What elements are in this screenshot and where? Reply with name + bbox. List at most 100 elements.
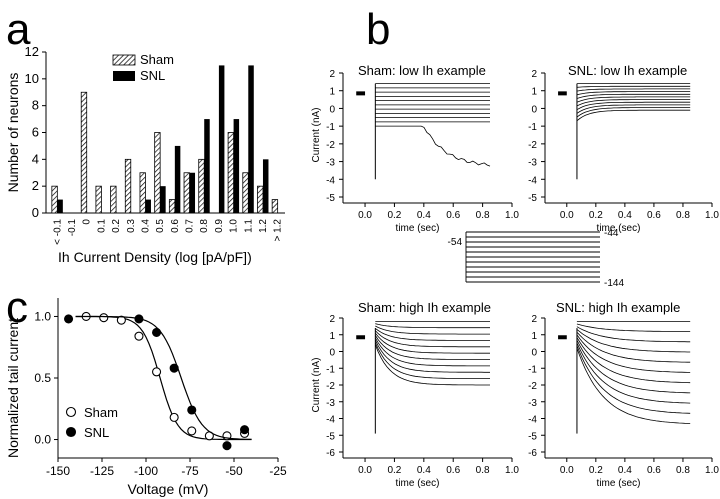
x-tick-label: 0.4 (417, 465, 431, 476)
bar-sham (51, 185, 58, 214)
panel-label-c: c (6, 283, 28, 332)
x-tick-label: 0.4 (618, 465, 632, 476)
legend-marker-sham (65, 406, 77, 418)
data-point-sham (152, 367, 162, 377)
x-tick-label: 1.2 (258, 219, 269, 233)
y-tick-label: -3 (528, 398, 537, 409)
x-tick-label: 0.8 (476, 465, 490, 476)
y-tick-label: 1.0 (34, 309, 51, 323)
current-trace (375, 330, 490, 348)
y-tick-label: 1 (531, 87, 537, 98)
legend-label-sham: Sham (84, 405, 118, 420)
x-tick-label: 0.8 (199, 219, 210, 233)
current-trace (576, 342, 691, 404)
x-tick-label: 0.7 (185, 219, 196, 233)
x-tick-label: 0 (82, 219, 93, 225)
y-tick-label: 0 (329, 348, 335, 359)
current-trace (576, 347, 691, 424)
y-tick-label: -4 (528, 175, 537, 186)
current-trace (576, 88, 691, 92)
x-tick-label: 0.0 (358, 465, 372, 476)
fit-curve-snl (75, 315, 252, 440)
x-tick-label: 0.2 (111, 219, 122, 233)
bar-snl (218, 65, 225, 214)
y-axis-label: Number of neurons (5, 73, 21, 193)
y-tick-label: 0 (329, 104, 335, 115)
trace-subplot-3: 2 1 0 -1 -2 -3 -4 -5 -6 0.0 0.2 0.4 0.6 0.8 1.0 Sham: h… (311, 300, 519, 489)
current-trace (374, 339, 490, 373)
protocol-holding-label: -54 (448, 237, 463, 248)
legend-label-snl: SNL (84, 425, 109, 440)
x-tick-label: 0.1 (96, 219, 107, 233)
y-tick-label: -2 (528, 381, 537, 392)
current-trace (375, 325, 490, 335)
bar-sham (95, 185, 102, 214)
y-tick-label: 2 (531, 69, 537, 80)
data-point-snl (240, 425, 250, 435)
current-trace (576, 345, 691, 414)
x-tick-label: -0.1 (67, 219, 78, 237)
current-trace (576, 109, 691, 122)
x-tick-label: 0.8 (476, 210, 490, 221)
data-point-snl (222, 441, 232, 451)
y-tick-label: -4 (528, 415, 537, 426)
current-traces-panel: 2 1 0 -1 -2 -3 -4 -5 0.0 0.2 0.4 0.6 0.8 1.0 Sham: low… (311, 63, 719, 489)
y-tick-label: 0 (531, 348, 537, 359)
data-point-snl (64, 314, 74, 324)
bar-sham (198, 158, 205, 214)
legend-marker-snl (65, 426, 77, 438)
holding-marker (356, 335, 366, 340)
subplot-title: SNL: low Ih example (568, 63, 687, 78)
x-tick-label: 0.6 (170, 219, 181, 233)
current-trace (576, 107, 691, 118)
bar-sham (242, 172, 249, 214)
y-tick-label: 1 (329, 331, 335, 342)
bar-snl (174, 145, 181, 213)
x-tick-label: -150 (46, 464, 70, 478)
current-trace (576, 91, 691, 96)
protocol-top-label: -44 (604, 228, 619, 239)
y-tick-label: 2 (531, 314, 537, 325)
legend-label-snl: SNL (140, 68, 165, 83)
bar-snl (57, 199, 63, 213)
y-tick-label: 2 (32, 178, 39, 193)
x-axis-label: time (sec) (597, 478, 641, 489)
x-tick-label: 0.0 (560, 210, 574, 221)
trace-subplot-1: 2 1 0 -1 -2 -3 -4 -5 0.0 0.2 0.4 0.6 0.8 1.0 Sham: low… (311, 63, 519, 234)
bar-snl (145, 199, 151, 213)
data-point-snl (134, 314, 144, 324)
y-tick-label: 0.0 (34, 433, 51, 447)
x-axis-label: Ih Current Density (log [pA/pF]) (58, 249, 252, 265)
current-trace (576, 101, 691, 111)
bar-sham (271, 199, 279, 214)
x-tick-label: -100 (134, 464, 158, 478)
current-trace (374, 332, 490, 354)
x-tick-label: 0.0 (560, 465, 574, 476)
data-point-sham (134, 331, 144, 341)
x-tick-label: 0.5 (155, 219, 166, 233)
y-tick-label: -2 (326, 381, 335, 392)
x-tick-label: 0.2 (387, 210, 401, 221)
y-tick-label: 2 (329, 314, 335, 325)
bar-snl (233, 119, 240, 213)
trace-subplot-2: 2 1 0 -1 -2 -3 -4 -5 0.0 0.2 0.4 0.6 0.8 1.0 SNL: low … (528, 63, 719, 234)
data-point-sham (99, 313, 109, 323)
y-tick-label: 6 (32, 125, 39, 140)
bar-sham (183, 172, 190, 214)
x-tick-label: -75 (181, 464, 199, 478)
voltage-protocol: -54 -44 -144 (448, 228, 625, 289)
x-tick-label: 1.0 (505, 465, 519, 476)
x-tick-label: -50 (225, 464, 243, 478)
y-tick-label: 0.5 (34, 371, 51, 385)
y-tick-label: -4 (326, 175, 335, 186)
x-tick-label: 0.2 (589, 210, 603, 221)
panel-label-a: a (6, 5, 31, 54)
x-tick-label: 1.0 (705, 210, 719, 221)
y-tick-label: 8 (32, 98, 39, 113)
trace-subplot-4: 2 1 0 -1 -2 -3 -4 -5 -6 0.0 0.2 0.4 0.6 0.8 1.0 SNL: hi… (528, 300, 719, 489)
x-tick-label: > 1.2 (273, 219, 284, 242)
y-tick-label: -4 (326, 415, 335, 426)
y-tick-label: -3 (326, 398, 335, 409)
x-tick-label: -125 (90, 464, 114, 478)
